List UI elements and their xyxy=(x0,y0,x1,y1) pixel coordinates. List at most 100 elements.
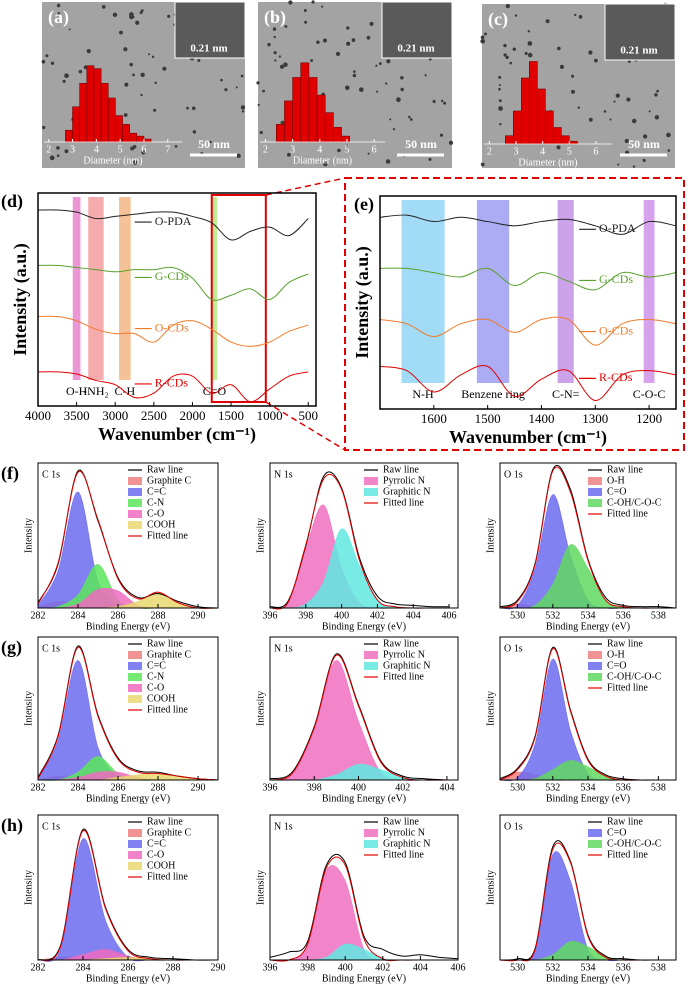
particle xyxy=(57,12,61,15)
spectrum-line xyxy=(37,470,219,609)
band xyxy=(211,197,218,380)
band-label: O-H xyxy=(66,384,88,398)
histogram-bar xyxy=(129,132,138,143)
x-tick-label: 404 xyxy=(406,610,421,621)
x-tick-label: 500 xyxy=(299,408,319,423)
spectrum-line xyxy=(269,856,458,962)
particle xyxy=(256,81,260,85)
legend-swatch xyxy=(588,499,602,507)
histogram-bar xyxy=(136,135,145,143)
legend-label: R-CDs xyxy=(599,370,633,384)
panel-label: (b) xyxy=(264,7,286,28)
y-axis-label: Intensity xyxy=(23,870,34,905)
x-axis-label: Binding Energy (eV) xyxy=(86,973,170,984)
x-tick-label: 534 xyxy=(581,962,596,973)
histogram-bar xyxy=(86,65,95,143)
x-tick-label: 530 xyxy=(510,962,525,973)
x-tick-label: 286 xyxy=(111,782,126,793)
legend-label: C-O xyxy=(147,508,164,519)
particle xyxy=(351,38,356,43)
band xyxy=(476,200,510,383)
legend-swatch xyxy=(128,862,142,870)
particle xyxy=(424,74,427,77)
particle xyxy=(512,47,516,51)
zoom-connector xyxy=(265,401,346,451)
particle xyxy=(337,148,341,153)
particle xyxy=(588,50,593,55)
legend-label: Pyrrolic N xyxy=(383,827,425,838)
particle xyxy=(366,35,371,40)
legend-label: Graphitic N xyxy=(383,660,431,671)
legend-label: COOH xyxy=(147,693,175,704)
legend-swatch xyxy=(128,521,142,529)
legend-label: Fitted line xyxy=(147,704,188,715)
core-level: N 1s xyxy=(274,643,293,654)
legend-label: Raw line xyxy=(147,816,183,827)
particle xyxy=(386,59,391,64)
particle xyxy=(400,75,404,80)
legend-label: Raw line xyxy=(383,816,419,827)
histogram-bar xyxy=(505,135,514,145)
particle xyxy=(323,162,328,167)
legend-label: Raw line xyxy=(607,464,643,475)
particle xyxy=(240,74,244,78)
particle xyxy=(316,40,320,45)
particle xyxy=(191,106,196,111)
x-tick-label: 288 xyxy=(151,782,166,793)
x-tick-label: 2 xyxy=(263,144,268,155)
legend-label: COOH xyxy=(147,519,175,530)
histogram-bar xyxy=(65,129,73,143)
particle xyxy=(154,81,158,85)
particle xyxy=(588,117,593,122)
histogram-bar xyxy=(333,127,342,143)
particle xyxy=(132,160,138,165)
legend-swatch xyxy=(128,488,142,496)
component-peak xyxy=(499,851,676,962)
x-tick-label: 7 xyxy=(165,144,170,155)
particle xyxy=(267,42,271,47)
plot-frame xyxy=(37,462,219,609)
particle xyxy=(385,159,391,164)
legend-label: C=C xyxy=(147,838,166,849)
x-tick-label: 404 xyxy=(439,782,454,793)
x-tick-label: 288 xyxy=(166,962,181,973)
histogram-bar xyxy=(107,97,116,143)
particle xyxy=(274,59,277,62)
core-level: C 1s xyxy=(42,821,60,832)
legend-swatch xyxy=(588,662,602,670)
particle xyxy=(151,55,155,59)
band xyxy=(119,197,131,380)
particle xyxy=(631,118,637,124)
particle xyxy=(615,93,620,98)
particle xyxy=(45,54,49,58)
x-tick-label: 4 xyxy=(317,144,322,155)
x-tick-label: 4 xyxy=(94,144,99,155)
particle xyxy=(130,146,135,151)
x-axis-label: Binding Energy (eV) xyxy=(322,793,406,804)
particle xyxy=(498,87,501,91)
legend-swatch xyxy=(128,673,142,681)
legend-label: G-CDs xyxy=(155,269,189,283)
particle xyxy=(273,35,276,39)
spectrum-line xyxy=(37,315,309,347)
x-tick-label: 538 xyxy=(651,782,666,793)
legend-label: C-O xyxy=(147,849,164,860)
histogram-bar xyxy=(308,77,318,143)
x-tick-label: 1500 xyxy=(475,411,501,426)
x-tick-label: 530 xyxy=(510,610,525,621)
legend-label: O-H xyxy=(607,649,625,660)
x-tick-label: 400 xyxy=(334,610,349,621)
particle xyxy=(666,132,671,138)
legend-swatch xyxy=(364,477,378,485)
x-tick-label: 396 xyxy=(263,962,278,973)
histogram-bar xyxy=(569,140,578,145)
x-tick-label: 536 xyxy=(616,610,631,621)
histogram-bar xyxy=(513,110,522,145)
y-axis-label: Intensity xyxy=(485,518,496,553)
particle xyxy=(392,128,396,131)
histogram-bar xyxy=(545,110,554,145)
x-tick-label: 2500 xyxy=(141,408,167,423)
x-tick-label: 400 xyxy=(351,782,366,793)
particle xyxy=(504,22,508,25)
legend-label: C=C xyxy=(147,486,166,497)
